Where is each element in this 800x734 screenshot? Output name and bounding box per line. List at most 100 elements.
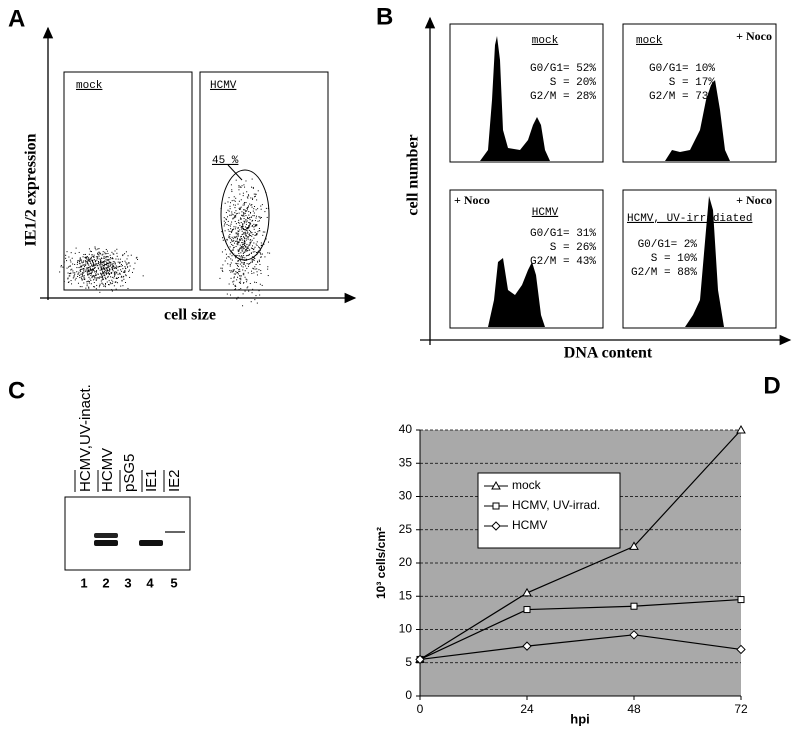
dot <box>238 235 240 237</box>
dot <box>260 270 262 272</box>
band <box>139 540 163 546</box>
dot <box>83 279 85 281</box>
dot <box>117 258 119 260</box>
dot <box>106 250 108 252</box>
dot <box>253 259 255 261</box>
dot <box>235 232 237 234</box>
dot <box>105 256 107 258</box>
y-tick-label: 15 <box>399 588 413 602</box>
dot <box>247 237 249 239</box>
dot <box>243 255 245 257</box>
dot <box>251 225 253 227</box>
dot <box>235 240 237 242</box>
dot <box>101 276 103 278</box>
dot <box>251 261 253 263</box>
dot <box>77 273 79 275</box>
dot <box>111 276 113 278</box>
dot <box>232 214 234 216</box>
dot <box>90 269 92 271</box>
dot <box>99 283 101 285</box>
marker <box>523 606 531 614</box>
dot <box>102 264 104 266</box>
marker <box>491 521 501 531</box>
dot <box>254 268 256 270</box>
dot <box>113 267 115 269</box>
dot <box>243 227 245 229</box>
dot <box>246 210 248 212</box>
dot <box>136 256 138 258</box>
dot <box>244 242 246 244</box>
dot <box>113 275 115 277</box>
dot <box>91 277 93 279</box>
dot <box>109 265 111 267</box>
dot <box>108 280 110 282</box>
dot <box>129 265 131 267</box>
dot <box>142 275 144 277</box>
dot <box>104 264 106 266</box>
dot <box>251 292 253 294</box>
dot <box>246 248 248 250</box>
dot <box>243 212 245 214</box>
dot <box>101 268 103 270</box>
dot <box>224 230 226 232</box>
dot <box>108 263 110 265</box>
dot <box>90 283 92 285</box>
dot <box>233 204 235 206</box>
dot <box>78 267 80 269</box>
dot <box>91 271 93 273</box>
dot <box>88 260 90 262</box>
dot <box>253 215 255 217</box>
dot <box>102 278 104 280</box>
dot <box>104 260 106 262</box>
dot <box>66 267 68 269</box>
dot <box>259 217 261 219</box>
dot <box>114 250 116 252</box>
dot <box>233 273 235 275</box>
dot <box>128 269 130 271</box>
legend-label: HCMV, UV-irrad. <box>512 498 600 512</box>
dot <box>253 193 255 195</box>
dot <box>248 263 250 265</box>
dot <box>91 260 93 262</box>
dot <box>242 305 244 307</box>
dot <box>226 238 228 240</box>
dot <box>237 203 239 205</box>
marker <box>736 644 746 655</box>
marker <box>522 587 532 597</box>
dot <box>246 228 248 230</box>
dot <box>88 272 90 274</box>
dot <box>239 248 241 250</box>
dot <box>254 299 256 301</box>
dot <box>225 253 227 255</box>
dot <box>101 279 103 281</box>
dot <box>245 237 247 239</box>
dot <box>259 230 261 232</box>
dot <box>103 255 105 257</box>
dot <box>229 233 231 235</box>
dot <box>78 260 80 262</box>
dot <box>227 220 229 222</box>
dot <box>82 272 84 274</box>
dot <box>233 253 235 255</box>
dot <box>75 277 77 279</box>
dot <box>93 263 95 265</box>
dot <box>114 274 116 276</box>
dot <box>247 272 249 274</box>
dot <box>243 243 245 245</box>
dot <box>122 268 124 270</box>
dot <box>247 227 249 229</box>
dot <box>239 247 241 249</box>
y-tick-label: 35 <box>399 455 413 469</box>
dot <box>239 217 241 219</box>
dot <box>253 257 255 259</box>
lane-number: 4 <box>146 575 154 590</box>
dot <box>254 266 256 268</box>
dot <box>241 230 243 232</box>
dot <box>240 275 242 277</box>
dot <box>222 237 224 239</box>
dot <box>116 272 118 274</box>
dot <box>224 223 226 225</box>
dot <box>100 280 102 282</box>
dot <box>246 230 248 232</box>
dot <box>259 252 261 254</box>
